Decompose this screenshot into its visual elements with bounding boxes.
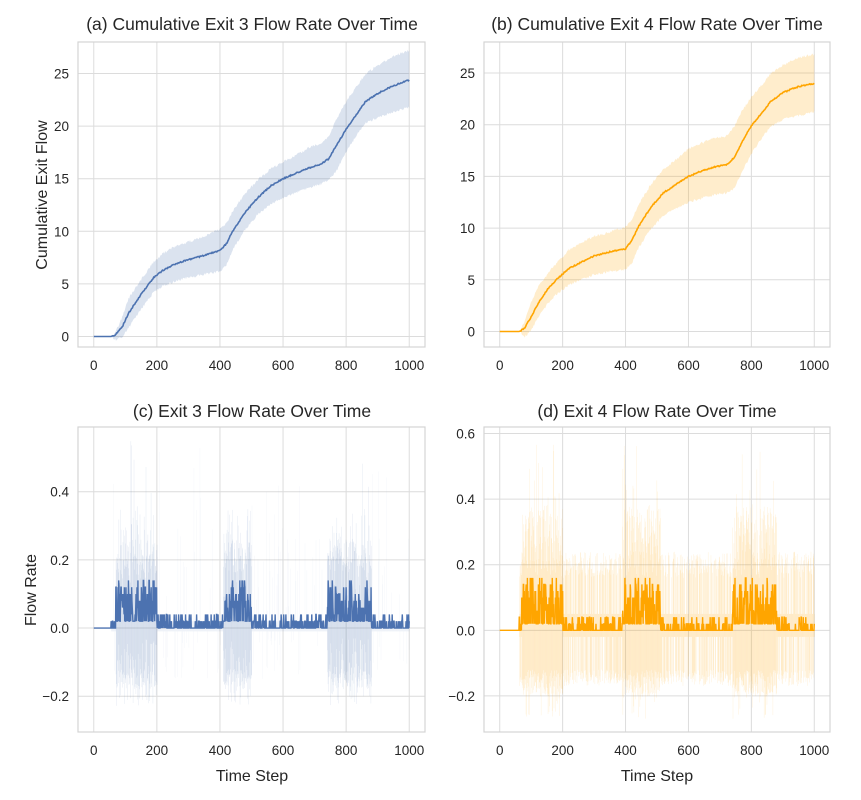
y-tick-label: 0 <box>61 329 69 344</box>
y-tick-label: 25 <box>54 67 69 82</box>
x-tick-label: 400 <box>209 743 232 758</box>
x-tick-label: 0 <box>496 358 504 373</box>
panel-c-plot-area: 0 200 400 600 800 1000 −0.2 0.0 0.2 0.4 <box>42 426 426 758</box>
panel-d-title: (d) Exit 4 Flow Rate Over Time <box>537 401 776 421</box>
y-tick-label: −0.2 <box>448 689 475 704</box>
x-tick-label: 200 <box>146 743 169 758</box>
x-tick-label: 800 <box>335 743 358 758</box>
panel-a-title: (a) Cumulative Exit 3 Flow Rate Over Tim… <box>86 14 418 34</box>
x-tick-label: 1000 <box>394 358 424 373</box>
panel-c-title: (c) Exit 3 Flow Rate Over Time <box>133 401 371 421</box>
y-tick-label: 10 <box>460 221 475 236</box>
panel-a-ylabel: Cumulative Exit Flow <box>34 120 51 270</box>
x-tick-label: 0 <box>496 743 504 758</box>
x-tick-label: 200 <box>146 358 169 373</box>
x-tick-label: 600 <box>677 358 700 373</box>
mean-line <box>499 577 815 631</box>
y-tick-label: 0 <box>467 324 475 339</box>
axes-frame <box>483 426 831 733</box>
panel-a-plot-area: 0 200 400 600 800 1000 0 5 10 15 20 25 <box>54 41 426 373</box>
x-tick-label: 1000 <box>799 743 829 758</box>
y-tick-label: 15 <box>460 169 475 184</box>
confidence-band <box>499 53 815 338</box>
confidence-band <box>93 49 410 341</box>
y-tick-label: −0.2 <box>42 689 69 704</box>
x-tick-label: 400 <box>209 358 232 373</box>
x-tick-label: 800 <box>740 358 763 373</box>
y-tick-label: 25 <box>460 66 475 81</box>
y-tick-label: 5 <box>61 277 69 292</box>
y-tick-label: 0.4 <box>456 492 475 507</box>
y-tick-label: 10 <box>54 224 69 239</box>
x-tick-label: 200 <box>551 358 574 373</box>
y-tick-label: 0.4 <box>50 485 69 500</box>
axes-frame <box>483 41 831 348</box>
x-tick-label: 0 <box>90 358 98 373</box>
panel-c-exit-3-flow-rate: 0 200 400 600 800 1000 −0.2 0.0 0.2 0.4 (c) Exit … <box>23 401 426 785</box>
y-tick-label: 0.0 <box>456 623 475 638</box>
x-tick-label: 600 <box>677 743 700 758</box>
y-tick-label: 15 <box>54 172 69 187</box>
panel-a-cumulative-exit-3: 0 200 400 600 800 1000 0 5 10 15 20 25 (a) Cumulati… <box>34 14 426 373</box>
panel-b-title: (b) Cumulative Exit 4 Flow Rate Over Tim… <box>491 14 823 34</box>
confidence-band <box>111 441 410 706</box>
mean-line <box>93 579 410 629</box>
mean-line <box>499 82 815 333</box>
confidence-band <box>519 444 815 719</box>
panel-d-exit-4-flow-rate: 0 200 400 600 800 1000 −0.2 0.0 0.2 0.4 0.6 (d) Ex… <box>448 401 831 785</box>
panel-c-ylabel: Flow Rate <box>23 554 40 626</box>
y-tick-label: 0.0 <box>50 621 69 636</box>
x-tick-label: 0 <box>90 743 98 758</box>
y-tick-label: 0.6 <box>456 427 475 442</box>
axes-frame <box>77 426 426 733</box>
y-tick-label: 20 <box>54 119 69 134</box>
panel-b-plot-area: 0 200 400 600 800 1000 0 5 10 15 20 25 <box>460 41 831 373</box>
x-tick-label: 1000 <box>799 358 829 373</box>
y-tick-label: 0.2 <box>50 553 69 568</box>
x-tick-label: 800 <box>740 743 763 758</box>
panel-c-xlabel: Time Step <box>216 768 288 785</box>
y-tick-label: 5 <box>467 273 475 288</box>
x-tick-label: 400 <box>614 743 637 758</box>
x-tick-label: 600 <box>272 743 295 758</box>
axes-frame <box>77 41 426 348</box>
y-tick-label: 0.2 <box>456 558 475 573</box>
mean-line <box>93 79 410 338</box>
y-tick-label: 20 <box>460 118 475 133</box>
x-tick-label: 1000 <box>394 743 424 758</box>
x-tick-label: 600 <box>272 358 295 373</box>
x-tick-label: 800 <box>335 358 358 373</box>
x-tick-label: 400 <box>614 358 637 373</box>
panel-d-plot-area: 0 200 400 600 800 1000 −0.2 0.0 0.2 0.4 0.6 <box>448 426 831 758</box>
x-tick-label: 200 <box>551 743 574 758</box>
panel-d-xlabel: Time Step <box>621 768 693 785</box>
panel-b-cumulative-exit-4: 0 200 400 600 800 1000 0 5 10 15 20 25 (b) Cumulati… <box>460 14 831 373</box>
